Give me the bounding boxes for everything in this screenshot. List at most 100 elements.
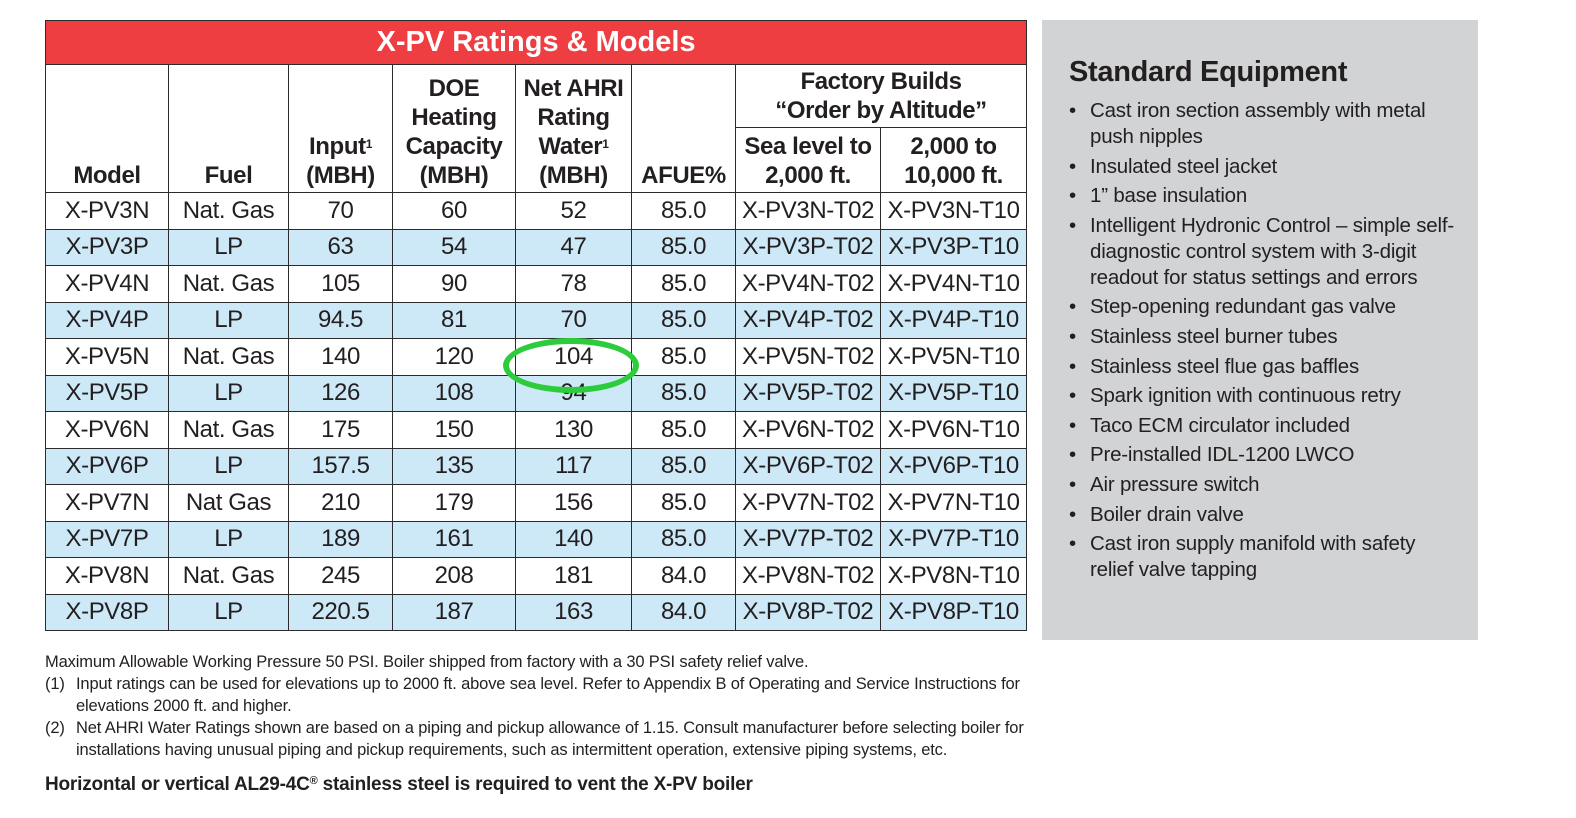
input-cell: 175 <box>288 411 393 449</box>
fuel-cell: LP <box>168 301 289 339</box>
input-cell: 126 <box>288 374 393 412</box>
equipment-item: Cast iron supply manifold with safety re… <box>1069 531 1458 583</box>
header-sea-level: Sea level to 2,000 ft. <box>735 127 881 193</box>
header-input: Input1 (MBH) <box>288 64 393 193</box>
sea-level-build-cell: X-PV8N-T02 <box>735 557 881 595</box>
standard-equipment-panel: Standard Equipment Cast iron section ass… <box>1042 20 1478 640</box>
altitude-build-cell: X-PV7N-T10 <box>879 484 1028 522</box>
doe-capacity-cell: 81 <box>392 301 516 339</box>
input-cell: 63 <box>288 228 393 266</box>
equipment-item: Spark ignition with continuous retry <box>1069 383 1458 409</box>
table-row: X-PV8N Nat. Gas 245 208 181 84.0 X-PV8N-T02 X-P… <box>45 557 1028 595</box>
pressure-note: Maximum Allowable Working Pressure 50 PS… <box>45 653 809 671</box>
model-cell: X-PV4N <box>45 265 169 303</box>
equipment-item: Boiler drain valve <box>1069 502 1458 528</box>
table-row: X-PV7N Nat Gas 210 179 156 85.0 X-PV7N-T02 X-PV… <box>45 484 1028 522</box>
net-ahri-cell: 70 <box>515 301 632 339</box>
equipment-title: Standard Equipment <box>1069 56 1348 88</box>
equipment-item: Intelligent Hydronic Control – simple se… <box>1069 213 1458 291</box>
equipment-item: Stainless steel burner tubes <box>1069 324 1458 350</box>
input-cell: 140 <box>288 338 393 376</box>
header-doe-capacity: DOE Heating Capacity (MBH) <box>392 64 516 193</box>
sea-level-build-cell: X-PV8P-T02 <box>735 593 881 631</box>
highlight-ellipse <box>503 338 639 393</box>
doe-capacity-cell: 150 <box>392 411 516 449</box>
table-row: X-PV6P LP 157.5 135 117 85.0 X-PV6P-T02 X-PV6P-… <box>45 447 1028 485</box>
model-cell: X-PV7N <box>45 484 169 522</box>
model-cell: X-PV5N <box>45 338 169 376</box>
afue-cell: 85.0 <box>631 374 736 412</box>
table-row: X-PV3N Nat. Gas 70 60 52 85.0 X-PV3N-T02 X-PV3N… <box>45 192 1028 230</box>
altitude-build-cell: X-PV4P-T10 <box>879 301 1028 339</box>
altitude-build-cell: X-PV8N-T10 <box>879 557 1028 595</box>
net-ahri-cell: 156 <box>515 484 632 522</box>
equipment-item: Pre-installed IDL-1200 LWCO <box>1069 442 1458 468</box>
header-afue: AFUE% <box>631 64 736 193</box>
model-cell: X-PV6N <box>45 411 169 449</box>
fuel-cell: Nat Gas <box>168 484 289 522</box>
model-cell: X-PV4P <box>45 301 169 339</box>
model-cell: X-PV7P <box>45 520 169 558</box>
sea-level-build-cell: X-PV5P-T02 <box>735 374 881 412</box>
model-cell: X-PV8N <box>45 557 169 595</box>
table-row: X-PV6N Nat. Gas 175 150 130 85.0 X-PV6N-T02 X-P… <box>45 411 1028 449</box>
header-factory-builds: Factory Builds “Order by Altitude” <box>734 64 1028 128</box>
header-model: Model <box>45 64 169 193</box>
sea-level-build-cell: X-PV6N-T02 <box>735 411 881 449</box>
table-row: X-PV4P LP 94.5 81 70 85.0 X-PV4P-T02 X-PV4P-T10 <box>45 301 1028 339</box>
input-cell: 210 <box>288 484 393 522</box>
fuel-cell: Nat. Gas <box>168 411 289 449</box>
model-cell: X-PV5P <box>45 374 169 412</box>
header-net-ahri: Net AHRI Rating Water1 (MBH) <box>515 64 632 193</box>
net-ahri-cell: 52 <box>515 192 632 230</box>
footnote-1: (1) Input ratings can be used for elevat… <box>45 673 1035 717</box>
altitude-build-cell: X-PV4N-T10 <box>879 265 1028 303</box>
table-row: X-PV3P LP 63 54 47 85.0 X-PV3P-T02 X-PV3P-T10 <box>45 228 1028 266</box>
net-ahri-cell: 163 <box>515 593 632 631</box>
footnotes: Maximum Allowable Working Pressure 50 PS… <box>45 651 1035 761</box>
input-cell: 245 <box>288 557 393 595</box>
afue-cell: 85.0 <box>631 411 736 449</box>
fuel-cell: LP <box>168 374 289 412</box>
net-ahri-cell: 181 <box>515 557 632 595</box>
altitude-build-cell: X-PV6P-T10 <box>879 447 1028 485</box>
fuel-cell: Nat. Gas <box>168 192 289 230</box>
afue-cell: 84.0 <box>631 593 736 631</box>
header-altitude: 2,000 to 10,000 ft. <box>879 127 1028 193</box>
equipment-item: Air pressure switch <box>1069 472 1458 498</box>
fuel-cell: LP <box>168 228 289 266</box>
altitude-build-cell: X-PV5P-T10 <box>879 374 1028 412</box>
footnote-2: (2) Net AHRI Water Ratings shown are bas… <box>45 717 1035 761</box>
ratings-table: X-PV Ratings & Models Model Fuel Input1 … <box>44 20 1028 631</box>
footnote-2-text: Net AHRI Water Ratings shown are based o… <box>76 719 1024 759</box>
fuel-cell: LP <box>168 520 289 558</box>
table-row: X-PV4N Nat. Gas 105 90 78 85.0 X-PV4N-T02 X-PV4… <box>45 265 1028 303</box>
fuel-cell: Nat. Gas <box>168 557 289 595</box>
model-cell: X-PV3P <box>45 228 169 266</box>
input-cell: 157.5 <box>288 447 393 485</box>
afue-cell: 85.0 <box>631 228 736 266</box>
doe-capacity-cell: 161 <box>392 520 516 558</box>
input-cell: 220.5 <box>288 593 393 631</box>
net-ahri-cell: 130 <box>515 411 632 449</box>
afue-cell: 85.0 <box>631 520 736 558</box>
fuel-cell: LP <box>168 447 289 485</box>
doe-capacity-cell: 208 <box>392 557 516 595</box>
doe-capacity-cell: 90 <box>392 265 516 303</box>
equipment-item: Step-opening redundant gas valve <box>1069 294 1458 320</box>
footnote-2-number: (2) <box>45 719 65 737</box>
table-row: X-PV5P LP 126 108 94 85.0 X-PV5P-T02 X-PV5P-T10 <box>45 374 1028 412</box>
afue-cell: 85.0 <box>631 338 736 376</box>
input-cell: 94.5 <box>288 301 393 339</box>
equipment-item: Insulated steel jacket <box>1069 154 1458 180</box>
footnote-1-number: (1) <box>45 675 65 693</box>
doe-capacity-cell: 120 <box>392 338 516 376</box>
vent-requirement-note: Horizontal or vertical AL29-4C® stainles… <box>45 774 753 795</box>
net-ahri-cell: 117 <box>515 447 632 485</box>
equipment-item: 1” base insulation <box>1069 183 1458 209</box>
equipment-item: Cast iron section assembly with metal pu… <box>1069 98 1458 150</box>
net-ahri-cell: 47 <box>515 228 632 266</box>
doe-capacity-cell: 108 <box>392 374 516 412</box>
fuel-cell: LP <box>168 593 289 631</box>
afue-cell: 85.0 <box>631 447 736 485</box>
